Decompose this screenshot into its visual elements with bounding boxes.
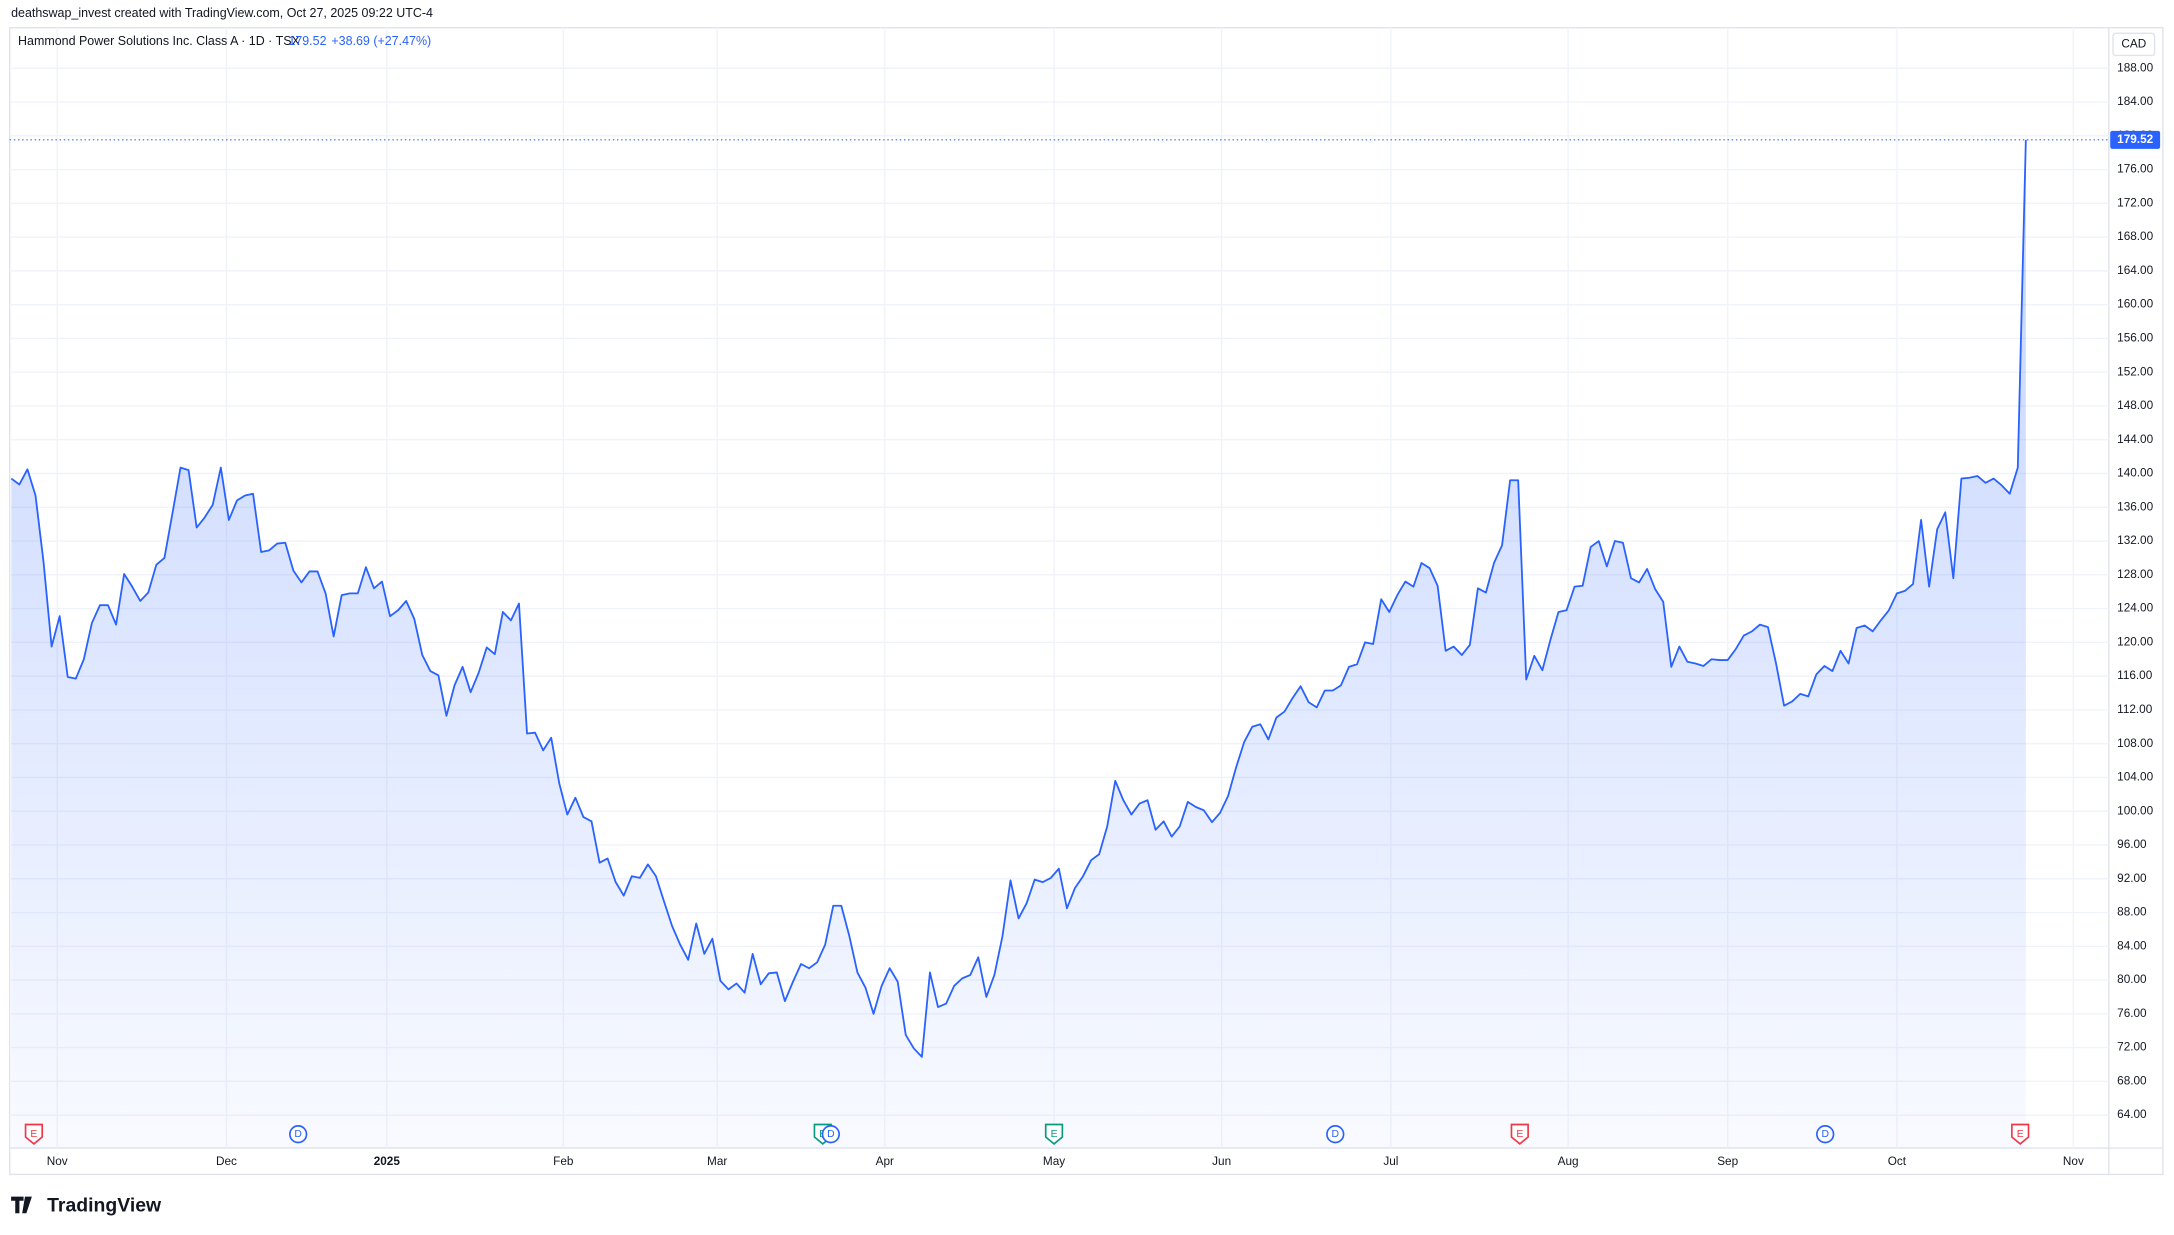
y-tick-label: 104.00 xyxy=(2117,771,2153,784)
event-badge xyxy=(1510,1123,1529,1145)
x-tick-label: Jul xyxy=(1383,1155,1398,1168)
event-label: E xyxy=(2017,1129,2024,1140)
event-badge xyxy=(1044,1123,1064,1145)
x-tick-label: Nov xyxy=(2063,1155,2084,1168)
x-tick-label: Sep xyxy=(1717,1155,1738,1168)
y-tick-label: 112.00 xyxy=(2117,703,2153,716)
y-tick-label: 164.00 xyxy=(2117,264,2153,277)
logo-text: TradingView xyxy=(47,1194,162,1216)
y-tick-label: 108.00 xyxy=(2117,737,2153,750)
y-tick-label: 152.00 xyxy=(2117,365,2153,378)
y-tick-label: 64.00 xyxy=(2117,1108,2147,1121)
event-label: D xyxy=(294,1129,301,1140)
event-marker[interactable]: D xyxy=(289,1125,308,1144)
x-tick-label: Feb xyxy=(553,1155,574,1168)
created-note: deathswap_invest created with TradingVie… xyxy=(11,6,433,20)
y-tick-label: 168.00 xyxy=(2117,230,2153,243)
event-label: D xyxy=(1821,1129,1828,1140)
y-tick-label: 128.00 xyxy=(2117,568,2153,581)
currency: CAD xyxy=(2121,37,2146,50)
event-marker[interactable]: D xyxy=(1326,1125,1345,1144)
y-tick-label: 148.00 xyxy=(2117,399,2153,412)
event-badge xyxy=(2011,1123,2030,1145)
y-tick-label: 184.00 xyxy=(2117,95,2153,108)
last-price-label: 179.52 xyxy=(2117,133,2153,146)
x-tick-label: Mar xyxy=(707,1155,727,1168)
event-label: D xyxy=(827,1129,834,1140)
x-tick-label: Aug xyxy=(1558,1155,1579,1168)
y-tick-label: 92.00 xyxy=(2117,872,2147,885)
y-tick-label: 124.00 xyxy=(2117,602,2153,615)
event-badge xyxy=(1816,1125,1835,1144)
plot: EDEDEDEDE xyxy=(9,139,2109,1149)
y-tick-label: 136.00 xyxy=(2117,500,2153,513)
event-badge xyxy=(821,1125,840,1144)
y-tick-label: 120.00 xyxy=(2117,635,2153,648)
y-tick-label: 68.00 xyxy=(2117,1074,2147,1087)
event-label: E xyxy=(30,1129,37,1140)
chart-frame xyxy=(9,27,2164,1176)
axes: 64.00 68.00 72.00 76.00 80.00 84.00 88.00 92.00… xyxy=(47,61,2161,1168)
event-marker[interactable]: D xyxy=(821,1125,840,1144)
y-tick-label: 156.00 xyxy=(2117,332,2153,345)
x-tick-label: Oct xyxy=(1888,1155,1907,1168)
logo: TradingView xyxy=(11,1194,162,1216)
area-fill xyxy=(11,139,2026,1149)
event-label: E xyxy=(1051,1129,1058,1140)
y-tick-label: 116.00 xyxy=(2117,669,2153,682)
event-marker[interactable]: E xyxy=(24,1123,44,1145)
y-tick-label: 176.00 xyxy=(2117,163,2153,176)
y-tick-label: 160.00 xyxy=(2117,298,2153,311)
x-tick-label: Jun xyxy=(1212,1155,1231,1168)
y-tick-label: 72.00 xyxy=(2117,1041,2147,1054)
event-label: D xyxy=(1332,1129,1339,1140)
y-tick-label: 84.00 xyxy=(2117,939,2147,952)
x-tick-label: Apr xyxy=(876,1155,894,1168)
y-tick-label: 144.00 xyxy=(2117,433,2153,446)
currency-box[interactable] xyxy=(2112,32,2156,57)
event-marker[interactable]: D xyxy=(1816,1125,1835,1144)
x-tick-label: 2025 xyxy=(374,1155,401,1168)
y-tick-label: 88.00 xyxy=(2117,906,2147,919)
x-tick-label: Dec xyxy=(216,1155,237,1168)
y-tick-label: 76.00 xyxy=(2117,1007,2147,1020)
event-badge xyxy=(1326,1125,1345,1144)
y-tick-label: 132.00 xyxy=(2117,534,2153,547)
y-tick-label: 140.00 xyxy=(2117,467,2153,480)
logo-icon xyxy=(11,1196,32,1214)
event-marker[interactable]: E xyxy=(1510,1123,1529,1145)
chart-title: Hammond Power Solutions Inc. Class A · 1… xyxy=(18,34,300,48)
y-tick-label: 172.00 xyxy=(2117,196,2153,209)
y-tick-label: 96.00 xyxy=(2117,838,2147,851)
y-tick-label: 80.00 xyxy=(2117,973,2147,986)
event-badge xyxy=(289,1125,308,1144)
y-tick-label: 188.00 xyxy=(2117,61,2153,74)
event-marker[interactable]: E xyxy=(1044,1123,1064,1145)
event-marker[interactable]: E xyxy=(2011,1123,2030,1145)
price-line xyxy=(10,139,2027,1058)
x-tick-label: Nov xyxy=(47,1155,68,1168)
header-change: +38.69 (+27.47%) xyxy=(331,34,431,48)
y-tick-label: 100.00 xyxy=(2117,804,2153,817)
event-label: E xyxy=(1516,1129,1523,1140)
x-tick-label: May xyxy=(1043,1155,1065,1168)
event-badge xyxy=(24,1123,44,1145)
header-price: 179.52 xyxy=(288,34,326,48)
last-price-tag xyxy=(2110,130,2161,149)
